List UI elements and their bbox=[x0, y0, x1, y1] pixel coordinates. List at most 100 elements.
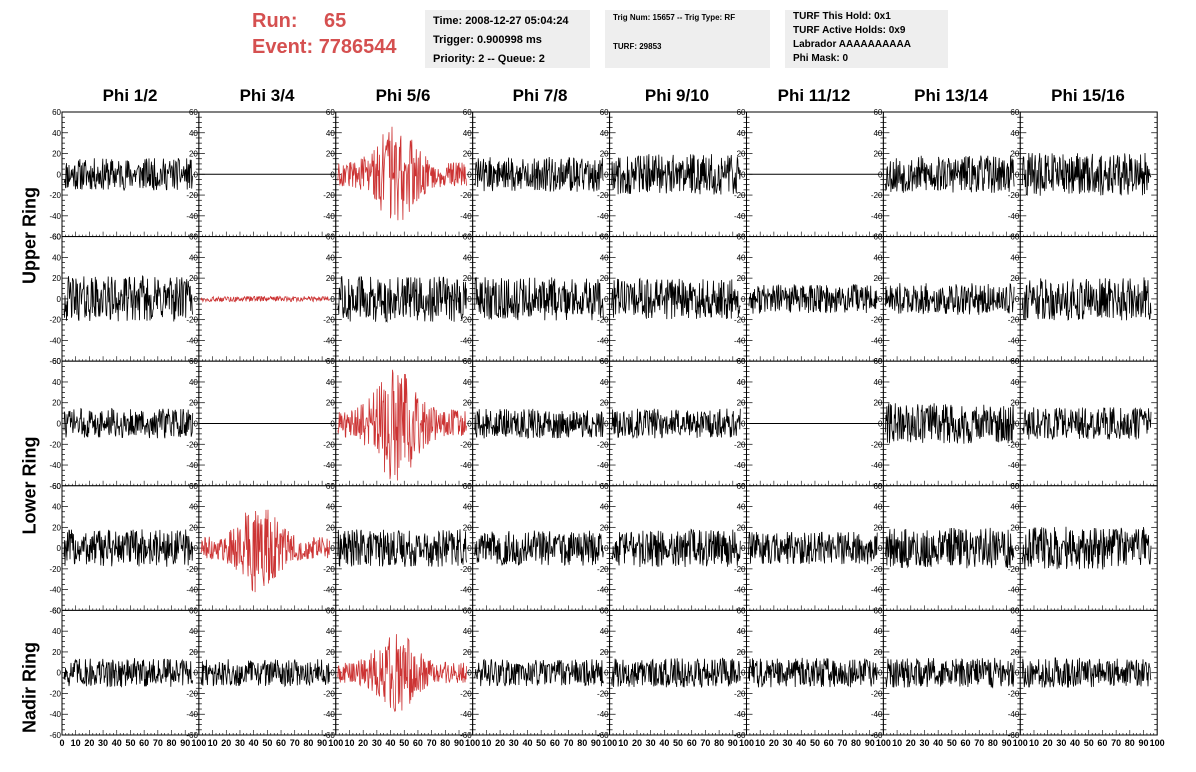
y-tick-label: 40 bbox=[463, 129, 472, 138]
y-tick-label: 40 bbox=[189, 129, 198, 138]
y-tick-label: 0 bbox=[878, 170, 883, 179]
y-tick-label: 40 bbox=[463, 378, 472, 387]
y-tick-label: -40 bbox=[49, 586, 61, 595]
y-tick-label: 40 bbox=[873, 253, 882, 262]
column-label-phi-7-8: Phi 7/8 bbox=[512, 86, 568, 105]
column-label-phi-9-10: Phi 9/10 bbox=[644, 86, 710, 105]
x-tick-label: 40 bbox=[112, 738, 122, 748]
y-tick-label: -40 bbox=[734, 336, 746, 345]
y-tick-label: -40 bbox=[49, 212, 61, 221]
y-tick-label: -20 bbox=[597, 689, 609, 698]
y-tick-label: 0 bbox=[193, 170, 198, 179]
y-tick-label: 20 bbox=[189, 150, 198, 159]
y-tick-label: 0 bbox=[330, 170, 335, 179]
waveform-r2-c0 bbox=[63, 407, 194, 439]
x-tick-label: 80 bbox=[1125, 738, 1135, 748]
x-tick-label: 80 bbox=[988, 738, 998, 748]
y-tick-label: 40 bbox=[326, 378, 335, 387]
x-tick-label: 80 bbox=[714, 738, 724, 748]
y-tick-label: -60 bbox=[597, 731, 609, 740]
y-tick-label: 60 bbox=[1010, 108, 1019, 117]
y-tick-label: 0 bbox=[1015, 170, 1020, 179]
x-tick-label: 60 bbox=[139, 738, 149, 748]
x-tick-label: 90 bbox=[1139, 738, 1149, 748]
y-tick-label: -60 bbox=[49, 233, 61, 242]
y-tick-label: 20 bbox=[326, 523, 335, 532]
x-tick-label: 10 bbox=[208, 738, 218, 748]
y-tick-label: 0 bbox=[193, 295, 198, 304]
y-tick-label: 40 bbox=[1010, 253, 1019, 262]
y-tick-label: 0 bbox=[604, 295, 609, 304]
y-tick-label: 60 bbox=[600, 108, 609, 117]
y-tick-label: -40 bbox=[597, 586, 609, 595]
y-tick-label: -60 bbox=[323, 731, 335, 740]
waveform-r2-c4 bbox=[611, 408, 741, 440]
y-tick-label: 40 bbox=[463, 627, 472, 636]
y-tick-label: -20 bbox=[597, 565, 609, 574]
y-tick-label: 60 bbox=[737, 606, 746, 615]
y-tick-label: 20 bbox=[1010, 648, 1019, 657]
phi-column-header: Phi 1/2 Phi 3/4 Phi 5/6 Phi 7/8 Phi 9/10… bbox=[0, 86, 1196, 110]
y-tick-label: -40 bbox=[49, 461, 61, 470]
y-tick-label: -20 bbox=[323, 565, 335, 574]
y-tick-label: -20 bbox=[460, 316, 472, 325]
y-tick-label: 60 bbox=[52, 482, 61, 491]
y-tick-label: 60 bbox=[737, 233, 746, 242]
run-label: Run: bbox=[252, 10, 298, 32]
y-tick-label: -20 bbox=[734, 440, 746, 449]
y-tick-label: 20 bbox=[52, 274, 61, 283]
x-tick-label: 50 bbox=[947, 738, 957, 748]
waveform-r3-c6 bbox=[885, 527, 1015, 569]
y-tick-label: 0 bbox=[330, 669, 335, 678]
y-tick-label: -20 bbox=[186, 689, 198, 698]
y-tick-label: 60 bbox=[1010, 606, 1019, 615]
trig-info-box: Trig Num: 15657 -- Trig Type: RF TURF: 2… bbox=[605, 10, 770, 68]
y-tick-label: 20 bbox=[873, 523, 882, 532]
column-label-phi-15-16: Phi 15/16 bbox=[1051, 86, 1125, 105]
trigger-text: Trigger: 0.900998 ms bbox=[433, 34, 542, 46]
waveform-r1-c5 bbox=[748, 283, 878, 314]
x-tick-label: 20 bbox=[495, 738, 505, 748]
y-tick-label: -40 bbox=[871, 461, 883, 470]
waveform-r3-c0 bbox=[63, 529, 194, 567]
y-tick-label: -40 bbox=[1008, 212, 1020, 221]
x-tick-label: 100 bbox=[328, 738, 343, 748]
y-tick-label: 0 bbox=[604, 420, 609, 429]
waveform-r4-c0 bbox=[63, 658, 194, 688]
x-tick-label: 80 bbox=[440, 738, 450, 748]
y-tick-label: -40 bbox=[460, 461, 472, 470]
y-tick-label: 60 bbox=[873, 606, 882, 615]
y-tick-label: 20 bbox=[1010, 274, 1019, 283]
y-tick-label: -20 bbox=[323, 689, 335, 698]
x-tick-label: 20 bbox=[84, 738, 94, 748]
y-tick-label: -20 bbox=[460, 689, 472, 698]
y-tick-label: 40 bbox=[737, 503, 746, 512]
y-tick-label: 40 bbox=[463, 253, 472, 262]
y-tick-label: -40 bbox=[871, 336, 883, 345]
y-tick-label: 20 bbox=[600, 523, 609, 532]
y-tick-label: 60 bbox=[189, 606, 198, 615]
y-tick-label: -20 bbox=[323, 440, 335, 449]
y-tick-label: 20 bbox=[737, 523, 746, 532]
y-tick-label: -40 bbox=[49, 336, 61, 345]
waveform-r1-c0 bbox=[63, 275, 194, 322]
y-tick-label: 20 bbox=[326, 150, 335, 159]
x-tick-label: 60 bbox=[550, 738, 560, 748]
y-tick-label: -40 bbox=[597, 710, 609, 719]
y-tick-label: 40 bbox=[52, 378, 61, 387]
x-tick-label: 70 bbox=[153, 738, 163, 748]
x-tick-label: 20 bbox=[221, 738, 231, 748]
y-tick-label: 0 bbox=[1015, 295, 1020, 304]
y-tick-label: 40 bbox=[737, 378, 746, 387]
y-tick-label: 60 bbox=[463, 357, 472, 366]
y-tick-label: 40 bbox=[189, 253, 198, 262]
y-tick-label: -20 bbox=[597, 440, 609, 449]
y-tick-label: 40 bbox=[600, 627, 609, 636]
y-tick-label: 40 bbox=[52, 129, 61, 138]
y-tick-label: 40 bbox=[326, 253, 335, 262]
y-tick-label: -40 bbox=[323, 336, 335, 345]
y-tick-label: -60 bbox=[186, 731, 198, 740]
y-tick-label: 60 bbox=[52, 357, 61, 366]
column-label-phi-1-2: Phi 1/2 bbox=[102, 86, 158, 105]
